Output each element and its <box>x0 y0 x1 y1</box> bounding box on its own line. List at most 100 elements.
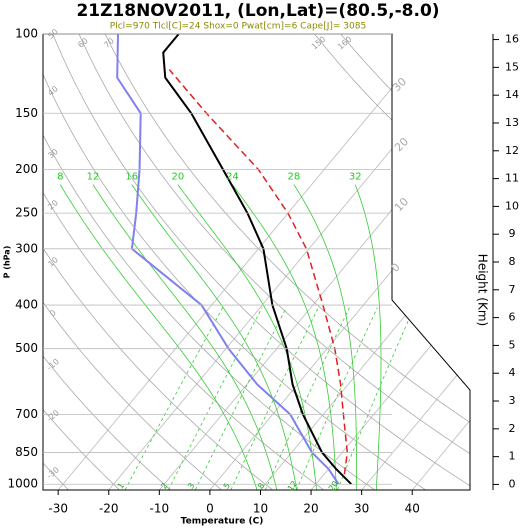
edge-label: 20 <box>392 135 411 154</box>
dry-adiabat-label: 60 <box>76 36 90 49</box>
dry-adiabat <box>43 34 426 490</box>
dry-adiabat <box>314 34 470 490</box>
dry-adiabat-label: 50 <box>46 27 60 40</box>
dry-adiabat <box>43 34 375 490</box>
edge-label: 10 <box>392 195 411 214</box>
y-tick-label: 150 <box>15 106 38 120</box>
y2-tick-label: 13 <box>505 116 519 129</box>
plot-area <box>43 34 470 490</box>
chart-subtitle: Plcl=970 Tlcl[C]=24 Shox=0 Pwat[cm]=6 Ca… <box>110 22 366 32</box>
y-tick-label: 500 <box>15 341 38 355</box>
moist-adiabat-label: 16 <box>125 172 138 183</box>
isotherm-grid-line <box>361 34 470 490</box>
y2-tick-label: 1 <box>509 450 516 463</box>
y2-tick-label: 6 <box>509 311 516 324</box>
mixing-ratio-line <box>124 307 224 490</box>
moist-adiabat-label: 8 <box>57 172 63 183</box>
dry-adiabat-label: 70 <box>102 36 116 49</box>
y2-tick-label: 0 <box>509 477 516 490</box>
y-tick-label: 100 <box>15 27 38 41</box>
x-tick-label: 0 <box>206 502 214 516</box>
y2-tick-label: 5 <box>509 338 516 351</box>
dry-adiabat <box>52 34 470 490</box>
isotherm-grid-line <box>108 34 470 490</box>
sounding-line <box>162 34 352 485</box>
mixing-ratio-label: 1 <box>116 481 126 490</box>
dry-adiabat-label: -10 <box>45 357 61 372</box>
dry-adiabat <box>43 34 324 490</box>
x-tick-label: -30 <box>48 502 68 516</box>
moist-adiabat-label: 20 <box>171 172 184 183</box>
plot-frame <box>42 33 471 491</box>
mixing-ratio-label: 8 <box>256 481 266 490</box>
moist-adiabat <box>232 184 337 490</box>
dry-adiabat-label: 20 <box>46 198 60 211</box>
dry-adiabat-label: 30 <box>46 147 60 160</box>
isotherm-grid-line <box>159 34 470 490</box>
x-tick-label: 10 <box>253 502 268 516</box>
mixing-ratio-line <box>337 307 415 490</box>
y2-tick-label: 15 <box>505 60 519 73</box>
x-tick-label: 20 <box>303 502 318 516</box>
y2-tick-label: 9 <box>509 227 516 240</box>
y2-tick-label: 16 <box>505 33 519 46</box>
y2-tick-label: 10 <box>505 199 519 212</box>
isotherm-grid-line <box>310 34 470 490</box>
x-tick-label: 30 <box>354 502 369 516</box>
mixing-ratio-label: 5 <box>222 481 232 490</box>
moist-adiabat <box>354 184 382 490</box>
isotherm-grid-line <box>411 34 470 490</box>
y2-tick-label: 2 <box>509 422 516 435</box>
y-tick-label: 850 <box>15 445 38 459</box>
moist-adiabat-label: 12 <box>87 172 100 183</box>
mixing-ratio-line <box>168 307 263 490</box>
moist-adiabat-label: 28 <box>288 172 301 183</box>
x-tick-label: -20 <box>99 502 119 516</box>
x-tick-label: -10 <box>150 502 170 516</box>
y2-tick-label: 8 <box>509 255 516 268</box>
x-tick-label: 40 <box>405 502 420 516</box>
y-tick-label: 300 <box>15 241 38 255</box>
dry-adiabat-label: 150 <box>310 35 327 52</box>
moist-adiabat <box>177 184 317 490</box>
y-tick-label: 400 <box>15 298 38 312</box>
moist-adiabat-label: 24 <box>226 172 239 183</box>
mixing-ratio-label: 2 <box>159 481 169 490</box>
mixing-ratio-label: 20 <box>327 479 340 493</box>
y-tick-label: 200 <box>15 162 38 176</box>
x-axis-label: Temperature (C) <box>181 517 264 527</box>
moist-adiabat-label: 32 <box>349 172 362 183</box>
y-tick-label: 700 <box>15 407 38 421</box>
mixing-ratio-label: 3 <box>186 481 196 490</box>
dry-adiabat <box>43 34 273 490</box>
dry-adiabat-label: 10 <box>46 255 60 268</box>
isotherm-grid-line <box>57 34 437 490</box>
chart-title: 21Z18NOV2011, (Lon,Lat)=(80.5,-8.0) <box>76 1 439 21</box>
y2-axis-label: Height (Km) <box>476 254 490 326</box>
y2-tick-label: 12 <box>505 144 519 157</box>
y2-tick-label: 7 <box>509 283 516 296</box>
dry-adiabat-label: 160 <box>336 35 353 52</box>
mixing-ratio-line <box>230 307 319 490</box>
y2-tick-label: 11 <box>505 172 519 185</box>
dry-adiabat-label: -20 <box>45 408 61 423</box>
edge-label: 30 <box>390 75 409 94</box>
y2-tick-label: 4 <box>509 366 516 379</box>
moist-adiabat <box>131 184 298 490</box>
y2-tick-label: 3 <box>509 394 516 407</box>
y-tick-label: 250 <box>15 206 38 220</box>
dry-adiabat-label: 0 <box>48 308 58 318</box>
dry-adiabat <box>43 34 120 490</box>
moist-adiabat <box>59 184 258 490</box>
mixing-ratio-label: 12 <box>286 479 299 493</box>
dry-adiabat <box>104 34 470 490</box>
y-axis-label: P (hPa) <box>3 246 12 279</box>
moist-adiabat <box>92 184 278 490</box>
dry-adiabat <box>43 34 222 490</box>
mixing-ratio-line <box>194 307 287 490</box>
dry-adiabat <box>43 34 171 490</box>
y-tick-label: 1000 <box>7 477 38 491</box>
y2-tick-label: 14 <box>505 88 519 101</box>
moist-adiabat <box>293 184 357 490</box>
